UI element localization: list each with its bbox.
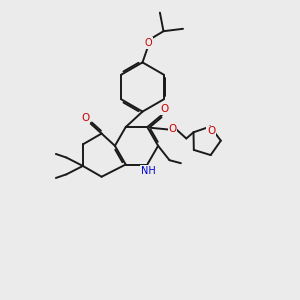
Text: O: O [168, 124, 177, 134]
Text: NH: NH [140, 166, 155, 176]
Text: O: O [145, 38, 152, 48]
Text: O: O [207, 126, 215, 136]
Text: O: O [160, 104, 169, 114]
Text: O: O [81, 113, 89, 123]
